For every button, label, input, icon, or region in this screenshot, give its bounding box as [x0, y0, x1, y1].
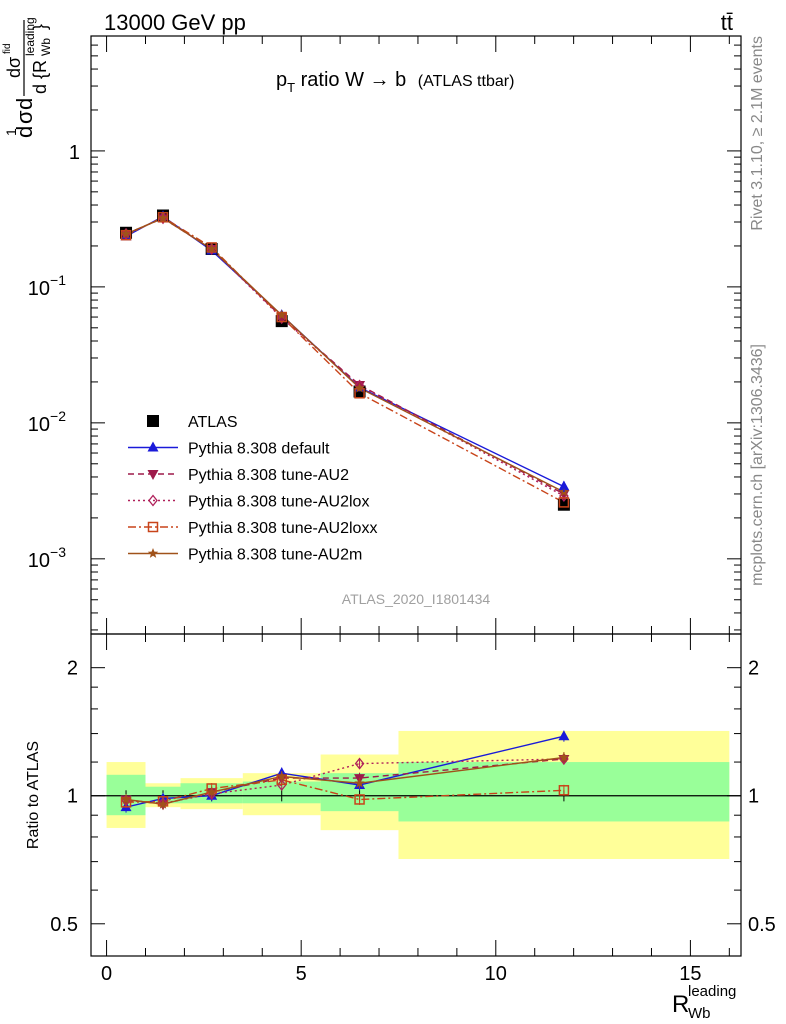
legend-marker-2 [147, 470, 159, 480]
legend-label-4: Pythia 8.308 tune-AU2loxx [188, 520, 377, 537]
main-point-s5-3 [276, 309, 287, 320]
main-line-series-4 [125, 216, 565, 504]
main-ytick-label-0: 10−3 [28, 544, 66, 572]
xlabel-sub: Wb [688, 1005, 711, 1022]
legend-label-3: Pythia 8.308 tune-AU2lox [188, 494, 369, 511]
main-series-markers [120, 209, 570, 511]
title-small: (ATLAS ttbar) [418, 73, 515, 90]
main-point-s3-5 [559, 489, 569, 502]
ratio-point-s4-1 [157, 798, 169, 809]
ratio-series-lines [125, 735, 565, 808]
main-panel: 10−3 10−2 10−1 1 [28, 35, 742, 635]
xlabel-sup: leading [688, 983, 736, 1000]
ratio-ytick-label-right-2: 2 [748, 658, 759, 680]
legend-label-0: ATLAS [188, 414, 238, 431]
ratio-frame [90, 633, 742, 957]
ylabel-d2: d [12, 98, 37, 110]
ratio-point-s4-3 [276, 771, 287, 781]
main-frame [90, 35, 742, 635]
main-point-s5-1 [157, 212, 169, 223]
ratio-axes: 0.5 0.5 1 1 2 2 0 5 10 15 [50, 633, 776, 985]
ratio-point-s4-4 [354, 777, 365, 788]
ratio-panel: 0.5 0.5 1 1 2 2 0 5 10 15 [50, 633, 776, 985]
ylabel-den-sup: leading [23, 17, 37, 56]
ylabel-fid: fid [2, 43, 13, 54]
main-ytick-exp-2: −1 [50, 272, 66, 288]
ratio-uncertainty-bands [91, 730, 741, 860]
ratio-point-s4-0 [120, 794, 132, 804]
legend-label-2: Pythia 8.308 tune-AU2 [188, 467, 349, 484]
ratio-ytick-label-left-0: 0.5 [50, 914, 78, 936]
chart-title: pT ratio W → b (ATLAS ttbar) [276, 69, 514, 95]
ratio-point-s4-2 [206, 786, 217, 797]
ratio-line-series-3 [125, 779, 564, 803]
xtick-label-3: 15 [679, 963, 701, 985]
main-point-s2-5 [558, 489, 570, 500]
xtick-label-1: 5 [296, 963, 307, 985]
main-ytick-label-1: 10−2 [28, 408, 66, 436]
main-point-s5-0 [120, 228, 132, 239]
ratio-ytick-label-left-2: 2 [67, 658, 78, 680]
rivet-label: Rivet 3.1.10, ≥ 2.1M events [749, 36, 766, 231]
main-point-s4-5 [558, 497, 570, 508]
ratio-line-series-4 [125, 756, 564, 805]
title-main: p [276, 69, 287, 91]
main-point-s5-2 [206, 243, 217, 254]
header-right: tt̄ [721, 10, 733, 35]
main-ytick-label-3: 1 [69, 142, 80, 164]
ratio-point-s4-5 [558, 752, 570, 762]
main-point-s5-4 [354, 382, 365, 393]
ylabel-den-close: } [30, 24, 50, 30]
main-point-s0-5 [557, 498, 570, 511]
ratio-series-markers [120, 730, 570, 813]
main-ylabel: d 1 σ d dσ fid d {R leading Wb } [2, 17, 53, 138]
xaxis-label: R leading Wb [672, 983, 736, 1022]
legend-marker-0 [147, 415, 159, 427]
ratio-point-s3-5 [558, 785, 570, 796]
ratio-ylabel: Ratio to ATLAS [25, 741, 42, 849]
title-rest: ratio W → b [295, 69, 406, 91]
legend-marker-4 [147, 521, 159, 533]
analysis-watermark: ATLAS_2020_I1801434 [342, 591, 491, 607]
header-left: 13000 GeV pp [104, 10, 246, 35]
ylabel-part-d1: d [12, 126, 37, 138]
legend-marker-3 [148, 494, 158, 507]
main-ytick-exp-0: −3 [50, 544, 66, 560]
main-series-lines [125, 215, 565, 504]
ratio-point-s0-5 [558, 730, 570, 741]
ratio-ytick-label-left-1: 1 [67, 786, 78, 808]
main-point-s3-3 [276, 312, 287, 325]
legend-label-1: Pythia 8.308 default [188, 441, 330, 458]
legend: ATLAS Pythia 8.308 default Pythia 8.308 tu… [128, 414, 377, 564]
ylabel-denominator: σ [12, 110, 37, 124]
legend-marker-5 [147, 548, 159, 558]
ratio-point-s3-4 [354, 794, 365, 805]
main-line-series-3 [125, 217, 565, 497]
legend-label-5: Pythia 8.308 tune-AU2m [188, 547, 362, 564]
ylabel-den-sub: Wb [39, 38, 53, 56]
main-ytick-label-2: 10−1 [28, 272, 66, 300]
main-axes: 10−3 10−2 10−1 1 [28, 35, 742, 635]
main-ytick-exp-1: −2 [50, 408, 66, 424]
ylabel-part-sig: 1 [3, 128, 19, 136]
xtick-label-0: 0 [101, 963, 112, 985]
legend-marker-1 [147, 441, 159, 452]
ratio-ytick-label-right-1: 1 [748, 786, 759, 808]
ratio-ytick-label-right-0: 0.5 [748, 914, 776, 936]
xtick-label-2: 10 [485, 963, 507, 985]
ylabel-den: d {R [30, 60, 50, 94]
ratio-point-s2-4 [354, 757, 365, 770]
title-sub: T [287, 80, 295, 95]
mcplots-label: mcplots.cern.ch [arXiv:1306.3436] [749, 344, 766, 586]
ylabel-num: dσ [4, 57, 24, 78]
xlabel-R: R [672, 991, 689, 1018]
main-line-series-5 [125, 217, 565, 493]
main-point-s3-4 [354, 379, 365, 392]
ratio-point-s2-3 [276, 778, 287, 792]
